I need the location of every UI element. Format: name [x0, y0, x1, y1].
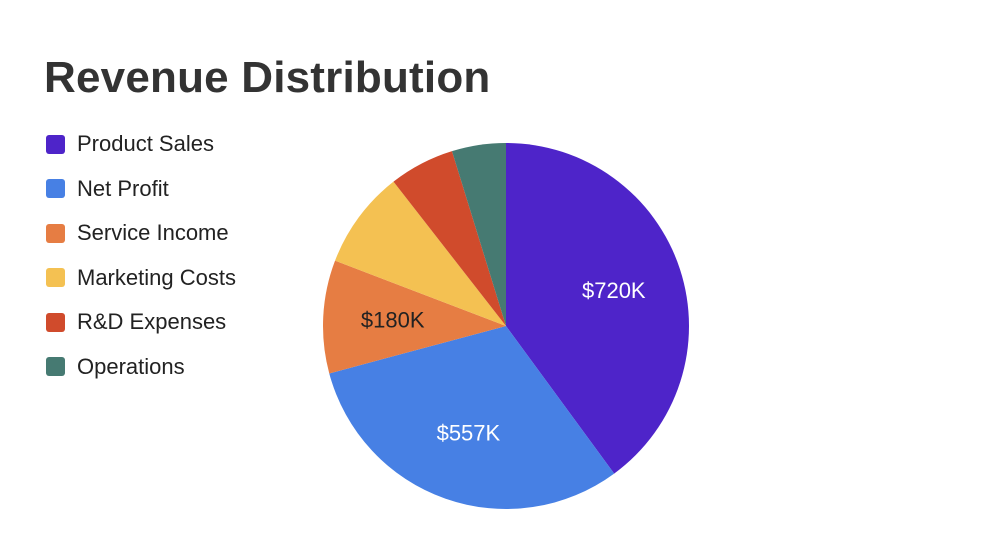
- slice-label-product-sales: $720K: [582, 278, 646, 303]
- pie-slice-operations: [451, 143, 506, 326]
- legend-label-randd-expenses: R&D Expenses: [77, 309, 227, 335]
- legend-swatch-randd-expenses: [46, 312, 65, 332]
- pie-slice-randd-expenses: [393, 151, 506, 326]
- legend-swatch-operations: [46, 357, 65, 377]
- slice-label-net-profit: $557K: [437, 421, 501, 446]
- pie-slice-service-income: [323, 260, 506, 374]
- legend: Product Sales Net Profit Service Income Mar…: [46, 128, 236, 396]
- legend-item-operations: Operations: [46, 351, 236, 383]
- slice-label-service-income: $180K: [361, 308, 425, 333]
- legend-item-randd-expenses: R&D Expenses: [46, 306, 236, 338]
- pie-slice-marketing-costs: [335, 181, 506, 326]
- legend-item-marketing-costs: Marketing Costs: [46, 262, 236, 294]
- legend-swatch-marketing-costs: [46, 268, 65, 288]
- legend-item-service-income: Service Income: [46, 217, 236, 249]
- legend-swatch-product-sales: [46, 134, 65, 154]
- legend-swatch-net-profit: [46, 179, 65, 199]
- chart-title: Revenue Distribution: [44, 53, 491, 102]
- legend-item-product-sales: Product Sales: [46, 128, 236, 160]
- legend-item-net-profit: Net Profit: [46, 173, 236, 205]
- legend-label-net-profit: Net Profit: [77, 175, 169, 201]
- legend-label-product-sales: Product Sales: [77, 131, 214, 156]
- pie-slice-net-profit: [329, 326, 615, 509]
- legend-label-operations: Operations: [77, 353, 185, 379]
- legend-swatch-service-income: [46, 223, 65, 243]
- legend-label-marketing-costs: Marketing Costs: [77, 264, 236, 290]
- pie-slice-product-sales: [506, 143, 689, 474]
- legend-label-service-income: Service Income: [77, 220, 229, 246]
